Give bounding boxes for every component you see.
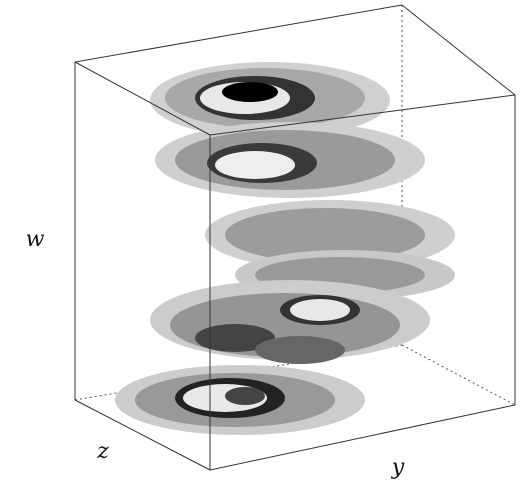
isosurfaces [115, 62, 455, 435]
axis-label-z: z [96, 439, 109, 464]
box-front [74, 4, 516, 471]
axis-label-y: y [391, 455, 405, 480]
axis-label-w: w [26, 227, 45, 252]
